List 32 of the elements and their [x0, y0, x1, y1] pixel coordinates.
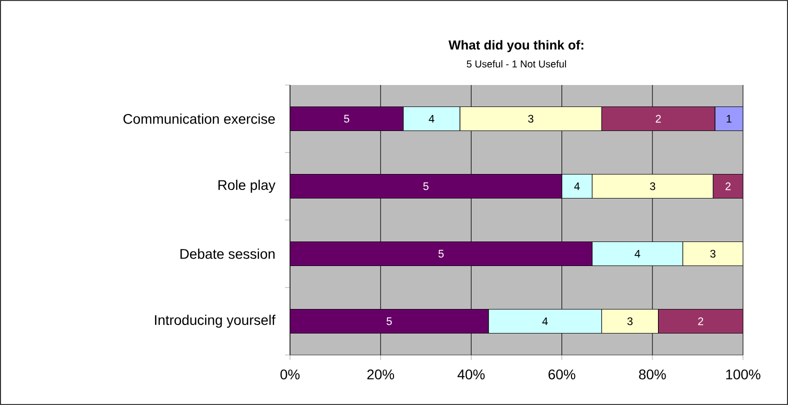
text: 5 [386, 317, 392, 326]
bar [290, 174, 562, 199]
text: 2 [726, 182, 731, 190]
text: 4 [542, 317, 548, 326]
y-tick-label: Role play [218, 180, 276, 193]
x-tick-label: 40% [458, 370, 485, 380]
y-tick-label: Introducing yourself [155, 314, 276, 328]
bar [290, 106, 404, 132]
text: 3 [627, 317, 633, 326]
x-tick-label: 0% [280, 370, 300, 380]
text: 4 [634, 250, 640, 258]
text: 4 [428, 114, 434, 123]
text: 3 [710, 250, 716, 258]
series-label: 3 [528, 114, 534, 123]
series-label: 4 [574, 182, 580, 190]
bar [290, 308, 489, 334]
y-tick-label: Debate session [180, 248, 275, 259]
chart-subtitle: 5 Useful - 1 Not Useful [466, 60, 566, 68]
bar [290, 241, 592, 266]
text: 5 [423, 182, 428, 190]
y-tick-label: Communication exercise [123, 114, 275, 124]
x-tick-label: 20% [367, 370, 394, 380]
chart-title: What did you think of: [448, 40, 584, 52]
series-label: 1 [726, 114, 732, 123]
text: 5 [438, 250, 444, 258]
x-tick-label: 100% [726, 370, 760, 380]
series-label: 5 [344, 114, 350, 123]
text: 3 [650, 182, 656, 190]
text: 2 [698, 317, 704, 326]
x-tick-label: 60% [548, 370, 576, 380]
series-label: 2 [656, 114, 661, 123]
x-tick-label: 80% [639, 370, 666, 380]
